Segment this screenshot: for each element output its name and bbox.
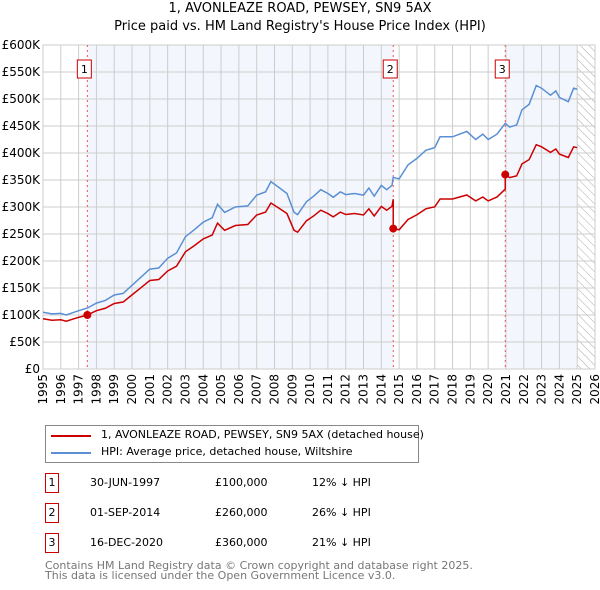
- x-tick-label: 2019: [463, 374, 477, 405]
- footer-line: Contains HM Land Registry data © Crown c…: [45, 559, 473, 572]
- x-tick-label: 1998: [89, 374, 103, 405]
- sale-hpi-diff: 26% ↓ HPI: [312, 506, 371, 519]
- y-tick-label: £150K: [2, 281, 42, 295]
- y-tick-label: £450K: [2, 119, 42, 133]
- x-tick-label: 2003: [178, 374, 192, 405]
- plot-area: 1995 1996 1997 1998 1999 2000 2001 2002 2003 2004…: [2, 38, 600, 405]
- x-tick-label: 2009: [285, 374, 299, 405]
- x-tick-label: 2007: [250, 374, 264, 405]
- x-tick-label: 1995: [36, 374, 50, 405]
- x-tick-label: 1999: [107, 374, 121, 405]
- x-tick-label: 2006: [232, 374, 246, 405]
- x-tick-label: 2001: [143, 374, 157, 405]
- sale-row: 2 01-SEP-2014 £260,000 26% ↓ HPI: [45, 503, 465, 523]
- legend-swatch-blue: [51, 452, 91, 454]
- x-tick-label: 2002: [161, 374, 175, 405]
- x-tick-label: 2014: [374, 374, 388, 405]
- sale-marker-label: 3: [499, 63, 506, 76]
- x-tick-label: 2017: [428, 374, 442, 405]
- x-tick-label: 2000: [125, 374, 139, 405]
- x-tick-label: 2010: [303, 374, 317, 405]
- y-tick-label: £200K: [2, 254, 42, 268]
- x-tick-label: 2013: [357, 374, 371, 405]
- x-tick-label: 2012: [339, 374, 353, 405]
- sale-row: 3 16-DEC-2020 £360,000 21% ↓ HPI: [45, 533, 465, 553]
- sale-price: £360,000: [215, 536, 268, 549]
- x-tick-label: 2005: [214, 374, 228, 405]
- y-tick-label: £300K: [2, 200, 42, 214]
- legend-label: 1, AVONLEAZE ROAD, PEWSEY, SN9 5AX (deta…: [101, 428, 424, 441]
- y-tick-label: £50K: [9, 335, 41, 349]
- sale-marker-number: 3: [45, 533, 59, 553]
- sale-price: £100,000: [215, 476, 268, 489]
- sale-point: [389, 224, 398, 233]
- y-tick-label: £350K: [2, 173, 42, 187]
- sale-hpi-diff: 21% ↓ HPI: [312, 536, 371, 549]
- sale-point: [83, 311, 92, 319]
- x-tick-label: 2025: [570, 374, 584, 405]
- chart-title: 1, AVONLEAZE ROAD, PEWSEY, SN9 5AX: [168, 1, 432, 16]
- sale-point: [501, 170, 510, 179]
- legend-label: HPI: Average price, detached house, Wilt…: [101, 445, 353, 458]
- x-tick-label: 2011: [321, 374, 335, 405]
- sale-hpi-diff: 12% ↓ HPI: [312, 476, 371, 489]
- sale-marker-box: [382, 59, 398, 79]
- plot-border: [42, 44, 596, 370]
- chart-subtitle: Price paid vs. HM Land Registry's House …: [114, 19, 486, 34]
- y-tick-label: £250K: [2, 227, 42, 241]
- sale-date: 16-DEC-2020: [90, 536, 164, 549]
- price-paid-line: [42, 143, 578, 322]
- legend-swatch-red: [51, 435, 91, 437]
- x-tick-label: 2015: [392, 374, 406, 405]
- sale-row: 1 30-JUN-1997 £100,000 12% ↓ HPI: [45, 473, 465, 493]
- x-tick-label: 2026: [588, 374, 600, 405]
- y-tick-label: £400K: [2, 146, 42, 160]
- y-tick-label: £550K: [2, 65, 42, 79]
- x-tick-label: 2016: [410, 374, 424, 405]
- x-tick-label: 2008: [267, 374, 281, 405]
- x-tick-label: 2018: [446, 374, 460, 405]
- x-tick-label: 1996: [54, 374, 68, 405]
- sale-marker-label: 1: [81, 63, 88, 76]
- y-tick-label: £0: [25, 362, 40, 376]
- x-tick-label: 2020: [481, 374, 495, 405]
- y-tick-label: £100K: [2, 308, 42, 322]
- legend: 1, AVONLEAZE ROAD, PEWSEY, SN9 5AX (deta…: [45, 425, 424, 463]
- sale-marker-number: 2: [45, 503, 59, 523]
- y-tick-label: £600K: [2, 38, 42, 52]
- x-tick-label: 2022: [517, 374, 531, 405]
- x-tick-label: 2024: [552, 374, 566, 405]
- x-tick-label: 2021: [499, 374, 513, 405]
- sale-price: £260,000: [215, 506, 268, 519]
- footer-line: This data is licensed under the Open Gov…: [45, 569, 396, 582]
- x-tick-label: 1997: [72, 374, 86, 405]
- sale-marker-label: 2: [387, 63, 394, 76]
- x-tick-label: 2004: [196, 374, 210, 405]
- sale-date: 30-JUN-1997: [90, 476, 161, 489]
- x-tick-label: 2023: [535, 374, 549, 405]
- sale-date: 01-SEP-2014: [90, 506, 161, 519]
- hpi-line: [42, 84, 578, 316]
- sale-marker-box: [76, 59, 92, 79]
- sale-marker-number: 1: [45, 473, 59, 493]
- sale-marker-box: [494, 59, 510, 79]
- y-tick-label: £500K: [2, 92, 42, 106]
